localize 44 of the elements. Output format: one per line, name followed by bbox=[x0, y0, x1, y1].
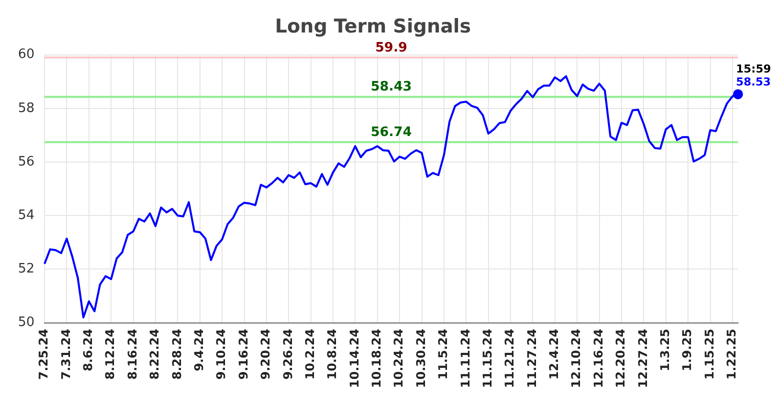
x-tick-label: 12.16.24 bbox=[591, 328, 606, 388]
x-tick-label: 9.10.24 bbox=[214, 328, 228, 380]
x-tick-label: 10.14.24 bbox=[347, 328, 362, 388]
x-tick-label: 10.18.24 bbox=[370, 328, 384, 388]
x-tick-label: 8.12.24 bbox=[103, 328, 118, 380]
x-tick-label: 1.22.25 bbox=[724, 328, 739, 380]
x-tick-label: 9.26.24 bbox=[280, 328, 295, 380]
y-tick-label: 58 bbox=[18, 100, 35, 116]
x-tick-label: 1.9.25 bbox=[680, 328, 694, 372]
x-tick-label: 9.4.24 bbox=[192, 328, 206, 372]
x-tick-label: 11.11.24 bbox=[458, 328, 472, 388]
x-tick-label: 8.16.24 bbox=[125, 328, 140, 380]
x-tick-label: 10.8.24 bbox=[325, 328, 340, 380]
x-tick-label: 7.25.24 bbox=[36, 328, 51, 380]
y-tick-label: 52 bbox=[18, 262, 35, 277]
x-tick-label: 1.15.25 bbox=[702, 328, 716, 380]
x-tick-label: 10.30.24 bbox=[414, 328, 428, 388]
annotation: 15:59 bbox=[736, 62, 772, 76]
x-tick-label: 7.31.24 bbox=[58, 328, 73, 380]
x-tick-label: 11.21.24 bbox=[502, 328, 517, 388]
x-tick-label: 10.2.24 bbox=[302, 328, 317, 380]
y-tick-label: 50 bbox=[18, 315, 35, 330]
x-tick-label: 12.10.24 bbox=[569, 328, 584, 388]
x-tick-label: 9.20.24 bbox=[258, 328, 273, 380]
ref-line-label: 59.9 bbox=[375, 40, 408, 56]
data-label: 58.53 bbox=[736, 76, 771, 89]
x-tick-label: 9.16.24 bbox=[236, 328, 250, 380]
x-tick-label: 1.3.25 bbox=[658, 328, 672, 372]
y-tick-label: 60 bbox=[18, 47, 35, 62]
x-tick-label: 10.24.24 bbox=[392, 328, 406, 388]
ref-line-label: 58.43 bbox=[370, 80, 412, 95]
x-tick-label: 8.6.24 bbox=[81, 328, 96, 372]
x-tick-label: 12.27.24 bbox=[636, 328, 650, 388]
x-tick-label: 12.20.24 bbox=[614, 328, 628, 388]
x-tick-label: 8.28.24 bbox=[170, 328, 184, 380]
x-tick-label: 11.5.24 bbox=[436, 328, 450, 380]
y-tick-label: 54 bbox=[18, 208, 35, 223]
x-tick-label: 11.15.24 bbox=[480, 328, 494, 388]
x-tick-label: 12.4.24 bbox=[547, 328, 562, 380]
ref-line-label: 56.74 bbox=[370, 125, 412, 140]
x-tick-label: 11.27.24 bbox=[524, 328, 539, 388]
y-tick-label: 56 bbox=[18, 154, 35, 170]
chart-title: Long Term Signals bbox=[275, 15, 471, 38]
x-tick-label: 8.22.24 bbox=[148, 328, 162, 380]
